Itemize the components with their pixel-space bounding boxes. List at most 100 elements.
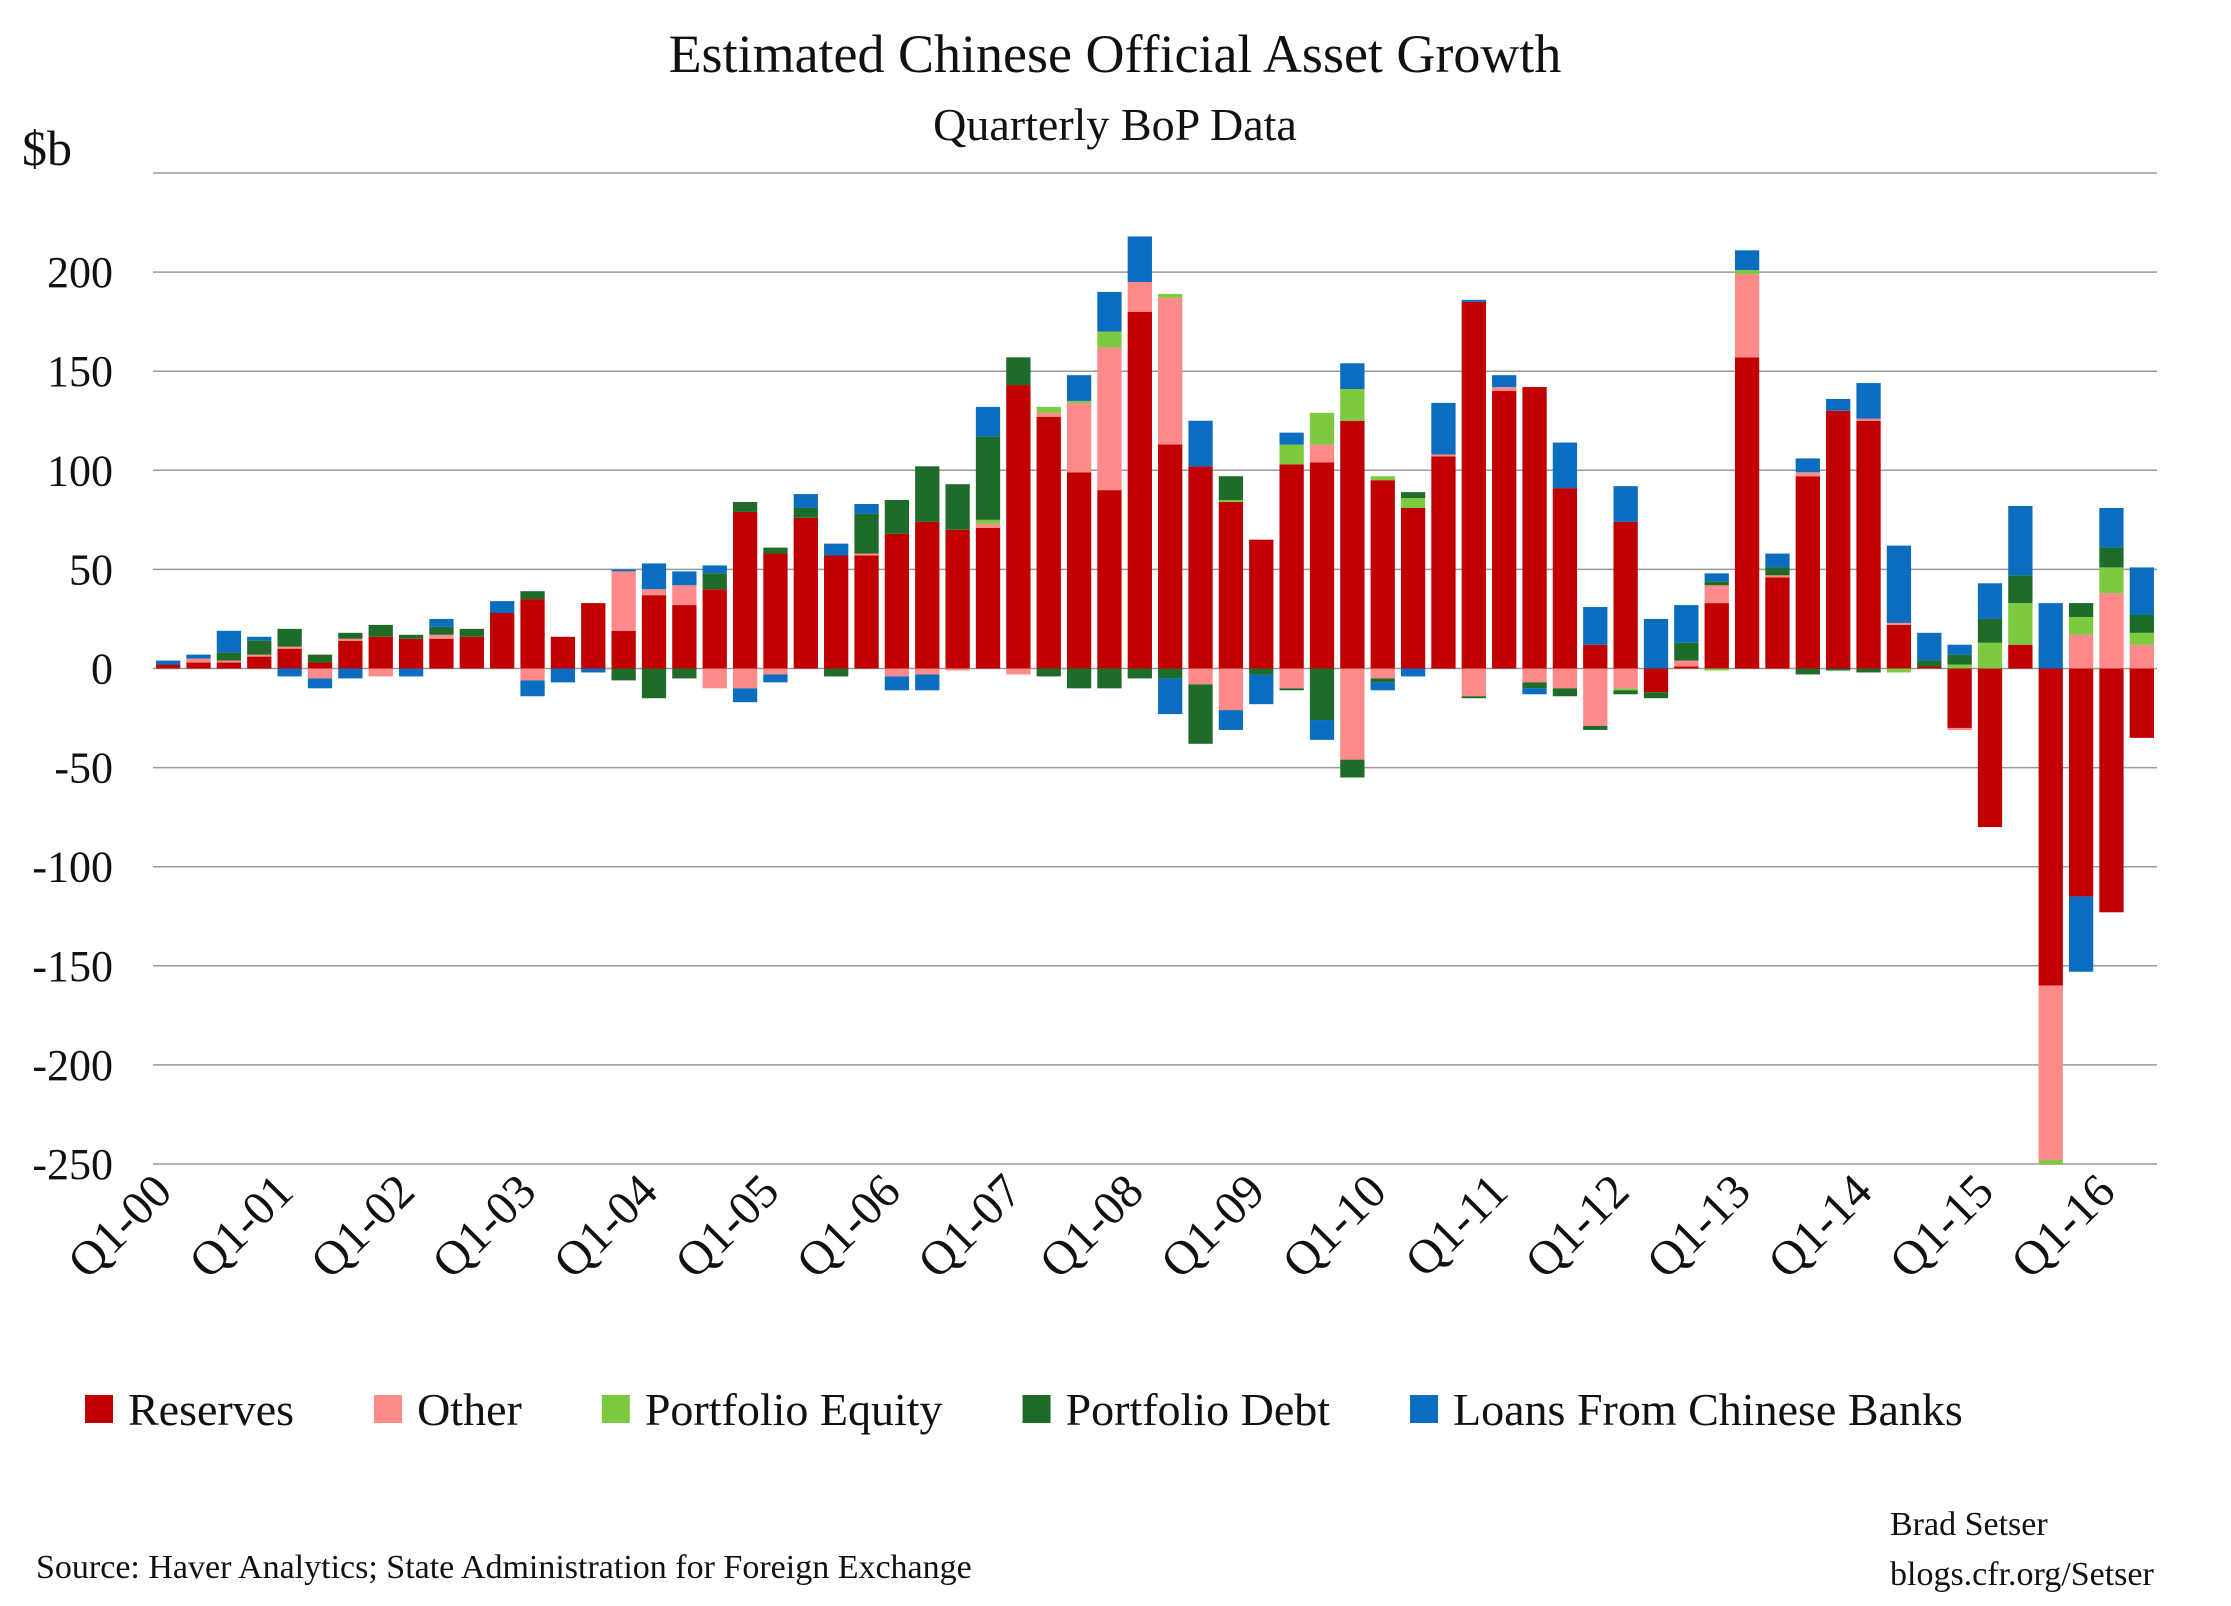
bar-segment: [1583, 725, 1608, 730]
bar-segment: [732, 668, 758, 689]
bar-segment: [854, 553, 879, 556]
bar-segment: [307, 654, 333, 663]
bar-segment: [1340, 420, 1365, 669]
bar-segment: [1917, 666, 1942, 669]
bar-segment: [338, 632, 363, 639]
bar-segment: [398, 668, 424, 677]
bar-segment: [1188, 420, 1213, 467]
bar-segment: [1522, 387, 1547, 669]
bar-segment: [338, 638, 363, 641]
bar-segment: [975, 527, 1001, 669]
bar-segment: [1279, 688, 1304, 691]
bar-segment: [368, 668, 393, 677]
bar-segment: [763, 668, 788, 675]
bar-segment: [1613, 688, 1638, 691]
bar-segment: [459, 636, 484, 669]
bar-segment: [1279, 432, 1304, 445]
bar-segment: [1461, 299, 1486, 302]
bar-segment: [277, 628, 302, 647]
bar-segment: [1947, 727, 1972, 730]
x-tick-label: Q1-07: [908, 1164, 1032, 1288]
bar-segment: [1522, 682, 1547, 689]
bar-segment: [1704, 581, 1729, 586]
bar-segment: [307, 662, 333, 669]
bar-segment: [702, 668, 727, 689]
bar-segment: [1704, 603, 1729, 669]
bar-segment: [186, 654, 211, 659]
bar-segment: [2068, 603, 2094, 617]
x-tick-label: Q1-05: [665, 1164, 789, 1288]
bar-segment: [1097, 331, 1122, 348]
bar-segment: [1279, 668, 1304, 689]
bar-segment: [1643, 668, 1669, 693]
bar-segment: [1036, 406, 1061, 413]
bar-segment: [1218, 710, 1244, 730]
bar-segment: [156, 664, 181, 669]
bar-segment: [1431, 402, 1456, 455]
bar-segment: [763, 674, 788, 683]
bar-segment: [672, 605, 697, 669]
bar-segment: [1613, 486, 1638, 522]
bar-segment: [1218, 502, 1244, 669]
bar-segment: [1886, 668, 1912, 673]
bar-segment: [156, 660, 181, 665]
bar-segment: [1309, 412, 1335, 445]
legend-swatch: [85, 1395, 113, 1423]
bar-segment: [975, 519, 1001, 524]
bar-segment: [1036, 412, 1061, 417]
bar-segment: [1006, 668, 1031, 675]
x-tick-label: Q1-14: [1758, 1164, 1882, 1288]
bar-segment: [2038, 985, 2063, 1161]
bar-segment: [1765, 567, 1790, 576]
bar-segment: [1431, 454, 1456, 457]
bar-segment: [490, 613, 515, 669]
bar-segment: [277, 646, 302, 649]
bar-segment: [2068, 896, 2094, 972]
bar-segment: [1097, 490, 1122, 669]
bar-segment: [1492, 391, 1517, 669]
bar-segment: [884, 533, 910, 669]
x-tick-label: Q1-02: [301, 1164, 425, 1288]
bar-segment: [915, 521, 940, 669]
bar-segment: [2129, 567, 2154, 615]
bar-segment: [186, 662, 211, 669]
bar-segment: [1158, 297, 1183, 445]
bar-segment: [1461, 668, 1486, 697]
bar-segment: [490, 601, 515, 614]
bar-segment: [975, 436, 1001, 520]
bar-segment: [1400, 498, 1426, 508]
bar-segment: [1734, 274, 1760, 358]
bar-segment: [884, 500, 910, 534]
bar-segment: [277, 668, 302, 677]
bar-segment: [1613, 668, 1638, 689]
bar-segment: [2129, 668, 2154, 738]
bar-segment: [945, 529, 970, 669]
bar-segment: [338, 640, 363, 669]
bar-segment: [641, 595, 667, 669]
bar-segment: [641, 589, 667, 596]
bar-segment: [2038, 668, 2063, 986]
bar-segment: [581, 603, 606, 669]
bar-segment: [1066, 472, 1092, 669]
bar-segment: [824, 543, 849, 556]
bar-segment: [247, 636, 272, 641]
bar-segment: [1492, 375, 1517, 388]
bar-segment: [1249, 539, 1274, 669]
bar-segment: [1309, 444, 1335, 463]
bar-segment: [824, 555, 849, 669]
bar-segment: [2129, 614, 2154, 633]
bar-segment: [429, 634, 454, 639]
bar-segment: [793, 507, 818, 518]
bar-segment: [1158, 444, 1183, 669]
bar-segment: [1826, 668, 1851, 671]
legend-swatch: [601, 1395, 630, 1423]
bar-segment: [945, 484, 970, 530]
bar-segment: [1886, 624, 1912, 669]
x-tick-label: Q1-01: [179, 1164, 303, 1288]
bar-segment: [429, 638, 454, 669]
bar-segment: [1977, 668, 2003, 828]
bar-segment: [672, 668, 697, 679]
bar-segment: [520, 591, 545, 600]
x-tick-label: Q1-10: [1272, 1164, 1396, 1288]
bar-segment: [398, 634, 424, 639]
